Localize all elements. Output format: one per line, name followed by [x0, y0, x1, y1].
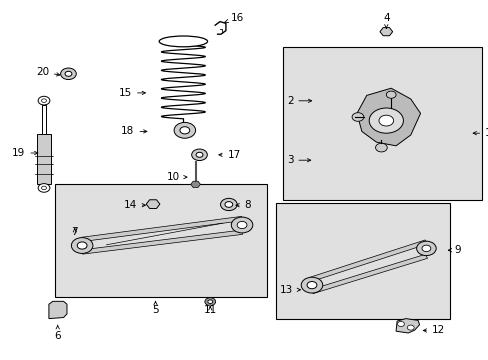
Polygon shape: [146, 200, 160, 208]
Circle shape: [416, 241, 435, 256]
Circle shape: [65, 71, 72, 76]
Circle shape: [306, 282, 316, 289]
Polygon shape: [310, 240, 427, 281]
Circle shape: [351, 113, 363, 121]
Text: 12: 12: [423, 325, 444, 336]
Text: 17: 17: [219, 150, 240, 160]
Text: 8: 8: [236, 200, 251, 210]
Polygon shape: [395, 319, 419, 333]
Circle shape: [237, 221, 246, 229]
Circle shape: [231, 217, 252, 233]
Circle shape: [386, 91, 395, 98]
Circle shape: [180, 127, 189, 134]
Text: 4: 4: [382, 13, 389, 28]
Polygon shape: [356, 88, 420, 146]
Circle shape: [61, 68, 76, 80]
Text: 11: 11: [203, 305, 217, 315]
Text: 5: 5: [152, 301, 159, 315]
Bar: [282, 47, 481, 200]
Bar: [41, 105, 46, 134]
Polygon shape: [49, 301, 67, 319]
Polygon shape: [310, 254, 427, 294]
Text: 19: 19: [12, 148, 38, 158]
Text: 7: 7: [71, 227, 78, 237]
Circle shape: [77, 242, 87, 249]
Circle shape: [174, 122, 195, 138]
Circle shape: [41, 186, 46, 190]
Text: 20: 20: [36, 67, 60, 77]
Text: 13: 13: [280, 285, 300, 295]
Polygon shape: [190, 181, 200, 188]
Circle shape: [204, 298, 215, 306]
Circle shape: [378, 115, 393, 126]
Circle shape: [41, 99, 46, 102]
Circle shape: [71, 238, 93, 253]
Polygon shape: [81, 216, 242, 242]
Circle shape: [301, 277, 322, 293]
Circle shape: [38, 96, 50, 105]
Bar: [276, 203, 449, 319]
Text: 15: 15: [119, 88, 145, 98]
Text: 1: 1: [472, 128, 488, 138]
Polygon shape: [81, 230, 242, 254]
Ellipse shape: [159, 36, 207, 47]
Text: 14: 14: [123, 200, 145, 210]
Bar: [37, 134, 51, 184]
Circle shape: [407, 325, 413, 330]
Text: 10: 10: [166, 172, 186, 182]
Circle shape: [207, 300, 212, 303]
Text: 3: 3: [286, 155, 310, 165]
Circle shape: [375, 143, 386, 152]
Bar: [55, 184, 266, 297]
Circle shape: [38, 184, 50, 192]
Circle shape: [224, 202, 232, 207]
Text: 18: 18: [121, 126, 146, 136]
Circle shape: [397, 321, 404, 327]
Text: 2: 2: [286, 96, 311, 106]
Polygon shape: [379, 28, 392, 36]
Text: 16: 16: [224, 13, 244, 23]
Circle shape: [368, 108, 403, 133]
Circle shape: [196, 152, 203, 157]
Circle shape: [191, 149, 207, 161]
Text: 9: 9: [447, 245, 461, 255]
Text: 6: 6: [54, 325, 61, 341]
Circle shape: [220, 198, 237, 211]
Circle shape: [421, 245, 430, 252]
